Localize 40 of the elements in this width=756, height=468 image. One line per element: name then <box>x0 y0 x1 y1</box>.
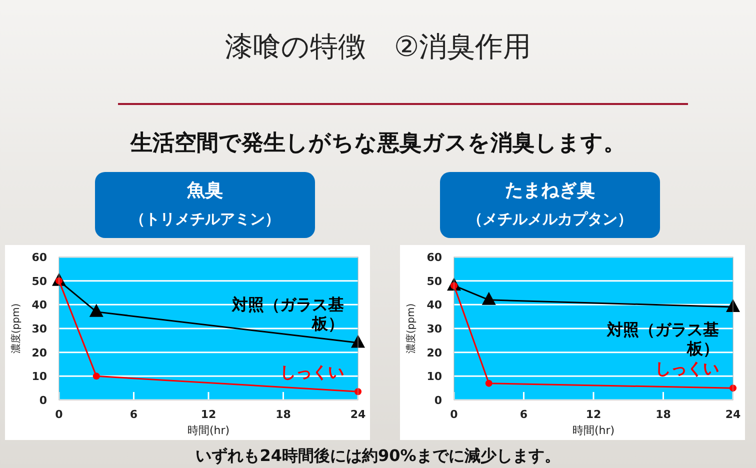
y-axis-title: 濃度(ppm) <box>10 303 22 354</box>
y-tick-label: 60 <box>426 251 442 264</box>
y-tick-label: 20 <box>426 346 442 360</box>
x-tick-label: 6 <box>130 408 138 421</box>
series-label: しっくい <box>655 359 719 378</box>
x-tick-label: 12 <box>200 408 216 421</box>
y-tick-label: 60 <box>32 251 48 264</box>
point <box>485 380 492 387</box>
x-tick-label: 6 <box>520 408 528 421</box>
y-tick-label: 40 <box>426 298 442 312</box>
x-axis-title: 時間(hr) <box>572 424 615 437</box>
y-tick-label: 50 <box>426 274 442 288</box>
x-tick-label: 0 <box>55 408 64 421</box>
y-tick-label: 30 <box>32 322 48 336</box>
chart-subtitle: （トリメチルアミン） <box>129 210 281 229</box>
text: 漆喰の特徴 ②消臭作用 <box>224 29 532 65</box>
x-tick-label: 18 <box>656 408 671 421</box>
chart-subtitle: （メチルメルカプタン） <box>466 210 634 229</box>
y-tick-label: 0 <box>39 394 48 407</box>
x-tick-label: 12 <box>586 408 602 421</box>
x-tick-label: 24 <box>350 408 366 421</box>
point <box>89 304 104 317</box>
x-tick-label: 0 <box>450 408 458 421</box>
x-tick-label: 24 <box>725 408 741 421</box>
text: いずれも24時間後には約90%までに減少します。 <box>194 446 562 467</box>
x-tick-label: 18 <box>276 408 291 421</box>
point <box>482 292 496 305</box>
y-tick-label: 0 <box>434 394 442 407</box>
y-tick-label: 50 <box>32 274 48 288</box>
y-tick-label: 10 <box>426 370 442 384</box>
point <box>92 372 100 380</box>
y-tick-label: 20 <box>32 346 48 360</box>
chart-title: たまねぎ臭 <box>504 179 596 202</box>
x-axis-title: 時間(hr) <box>187 424 230 437</box>
chart-title: 魚臭 <box>186 179 224 202</box>
y-tick-label: 10 <box>32 370 48 384</box>
text: 生活空間で発生しがちな悪臭ガスを消臭します。 <box>129 130 626 158</box>
y-tick-label: 30 <box>426 322 442 336</box>
y-axis-title: 濃度(ppm) <box>405 303 417 354</box>
y-tick-label: 40 <box>32 298 48 312</box>
